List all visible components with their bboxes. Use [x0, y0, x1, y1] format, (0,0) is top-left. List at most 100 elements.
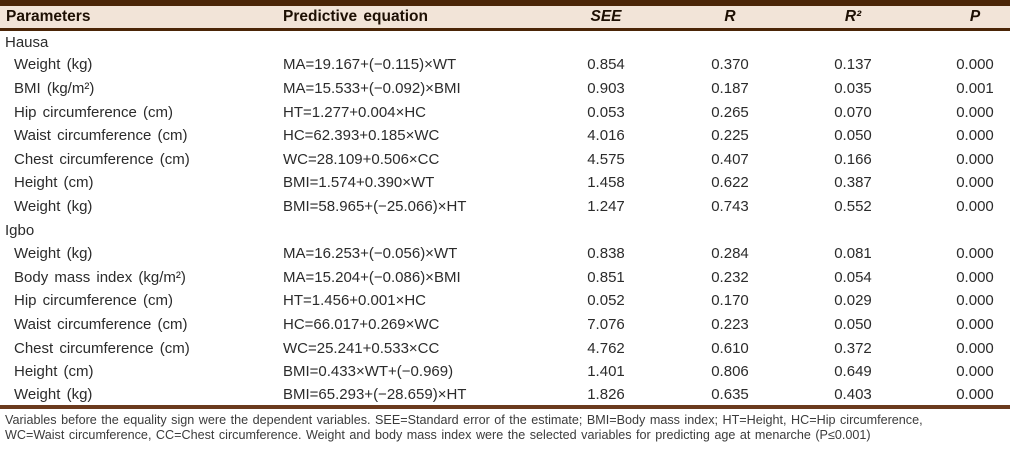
see-cell: 0.851	[587, 268, 625, 286]
param-cell: Weight (kg)	[14, 197, 93, 215]
r-cell: 0.743	[711, 197, 749, 215]
equation-cell: MA=16.253+(−0.056)×WT	[283, 245, 458, 263]
r-squared-cell: 0.050	[834, 315, 872, 333]
see-cell: 7.076	[587, 315, 625, 333]
param-cell: Waist circumference (cm)	[14, 127, 188, 145]
param-cell: Weight (kg)	[14, 56, 93, 74]
see-cell: 0.903	[587, 79, 625, 97]
r-squared-cell: 0.054	[834, 268, 872, 286]
param-cell: BMI (kg/m²)	[14, 79, 95, 97]
r-cell: 0.284	[711, 245, 749, 263]
p-cell: 0.000	[956, 197, 994, 215]
table-row: Body mass index (kg/m²) MA=15.204+(−0.086…	[0, 265, 1010, 289]
equation-cell: HC=62.393+0.185×WC	[283, 127, 440, 145]
r-squared-cell: 0.029	[834, 292, 872, 310]
equation-cell: BMI=1.574+0.390×WT	[283, 174, 435, 192]
r-cell: 0.622	[711, 174, 749, 192]
table-row: Hip circumference (cm) HT=1.277+0.004×HC 0…	[0, 100, 1010, 124]
equation-cell: BMI=65.293+(−28.659)×HT	[283, 385, 467, 403]
p-cell: 0.000	[956, 292, 994, 310]
group-label: Igbo	[5, 221, 35, 239]
r-squared-cell: 0.050	[834, 127, 872, 145]
r-squared-cell: 0.552	[834, 197, 872, 215]
table-footnote: Variables before the equality sign were …	[0, 409, 1010, 443]
table-row: Hip circumference (cm) HT=1.456+0.001×HC 0…	[0, 289, 1010, 313]
predictive-equations-table: Parameters Predictive equation SEE R R² …	[0, 6, 1010, 409]
r-cell: 0.187	[711, 79, 749, 97]
header-row: Parameters Predictive equation SEE R R² …	[0, 6, 1010, 31]
r-cell: 0.806	[711, 363, 749, 381]
see-cell: 1.401	[587, 363, 625, 381]
r-cell: 0.635	[711, 385, 749, 403]
param-cell: Height (cm)	[14, 174, 94, 192]
p-cell: 0.000	[956, 103, 994, 121]
see-cell: 0.838	[587, 245, 625, 263]
equation-cell: MA=15.533+(−0.092)×BMI	[283, 79, 461, 97]
equation-cell: MA=15.204+(−0.086)×BMI	[283, 268, 461, 286]
see-cell: 1.826	[587, 385, 625, 403]
r-cell: 0.225	[711, 127, 749, 145]
r-cell: 0.223	[711, 315, 749, 333]
col-header-predictive-equation: Predictive equation	[283, 6, 546, 31]
param-cell: Weight (kg)	[14, 385, 93, 403]
col-header-p: P	[912, 6, 1010, 31]
r-squared-cell: 0.403	[834, 385, 872, 403]
table-row: Chest circumference (cm) WC=28.109+0.506×…	[0, 147, 1010, 171]
equation-cell: HT=1.277+0.004×HC	[283, 103, 427, 121]
param-cell: Chest circumference (cm)	[14, 150, 190, 168]
p-cell: 0.000	[956, 268, 994, 286]
param-cell: Waist circumference (cm)	[14, 315, 188, 333]
param-cell: Weight (kg)	[14, 245, 93, 263]
see-cell: 4.575	[587, 150, 625, 168]
equation-cell: BMI=0.433×WT+(−0.969)	[283, 363, 454, 381]
param-cell: Height (cm)	[14, 363, 94, 381]
table-row: Height (cm) BMI=0.433×WT+(−0.969) 1.401 0.8…	[0, 360, 1010, 384]
group-label: Hausa	[5, 33, 49, 51]
p-cell: 0.000	[956, 127, 994, 145]
equation-cell: MA=19.167+(−0.115)×WT	[283, 56, 457, 74]
param-cell: Hip circumference (cm)	[14, 292, 174, 310]
equation-cell: HC=66.017+0.269×WC	[283, 315, 440, 333]
r-squared-cell: 0.387	[834, 174, 872, 192]
see-cell: 1.458	[587, 174, 625, 192]
r-cell: 0.170	[711, 292, 749, 310]
r-squared-cell: 0.137	[834, 56, 872, 74]
table-row: Chest circumference (cm) WC=25.241+0.533×…	[0, 336, 1010, 360]
p-cell: 0.000	[956, 150, 994, 168]
equation-cell: HT=1.456+0.001×HC	[283, 292, 427, 310]
r-cell: 0.265	[711, 103, 749, 121]
see-cell: 1.247	[587, 197, 625, 215]
col-header-r-squared: R²	[794, 6, 912, 31]
footnote-line-2: WC=Waist circumference, CC=Chest circumf…	[5, 428, 871, 442]
table-top-rule	[0, 0, 1010, 6]
p-cell: 0.000	[956, 385, 994, 403]
r-squared-cell: 0.166	[834, 150, 872, 168]
table-row: Waist circumference (cm) HC=66.017+0.269×…	[0, 313, 1010, 337]
r-cell: 0.370	[711, 56, 749, 74]
param-cell: Body mass index (kg/m²)	[14, 268, 186, 286]
p-cell: 0.000	[956, 174, 994, 192]
r-cell: 0.610	[711, 339, 749, 357]
col-header-parameters: Parameters	[0, 6, 283, 31]
see-cell: 4.762	[587, 339, 625, 357]
p-cell: 0.001	[956, 79, 994, 97]
equation-cell: WC=25.241+0.533×CC	[283, 339, 440, 357]
r-squared-cell: 0.649	[834, 363, 872, 381]
see-cell: 0.854	[587, 56, 625, 74]
param-cell: Chest circumference (cm)	[14, 339, 190, 357]
see-cell: 4.016	[587, 127, 625, 145]
table-row: Weight (kg) MA=19.167+(−0.115)×WT 0.854 0.3…	[0, 53, 1010, 77]
table-row: Weight (kg) BMI=58.965+(−25.066)×HT 1.247 0…	[0, 195, 1010, 219]
param-cell: Hip circumference (cm)	[14, 103, 174, 121]
equation-cell: BMI=58.965+(−25.066)×HT	[283, 197, 467, 215]
col-header-r: R	[666, 6, 794, 31]
r-squared-cell: 0.035	[834, 79, 872, 97]
see-cell: 0.053	[587, 103, 625, 121]
footnote-line-1: Variables before the equality sign were …	[5, 413, 923, 427]
p-cell: 0.000	[956, 315, 994, 333]
table-row: Height (cm) BMI=1.574+0.390×WT 1.458 0.622 0…	[0, 171, 1010, 195]
table-row: Weight (kg) MA=16.253+(−0.056)×WT 0.838 0.2…	[0, 242, 1010, 266]
see-cell: 0.052	[587, 292, 625, 310]
r-squared-cell: 0.070	[834, 103, 872, 121]
